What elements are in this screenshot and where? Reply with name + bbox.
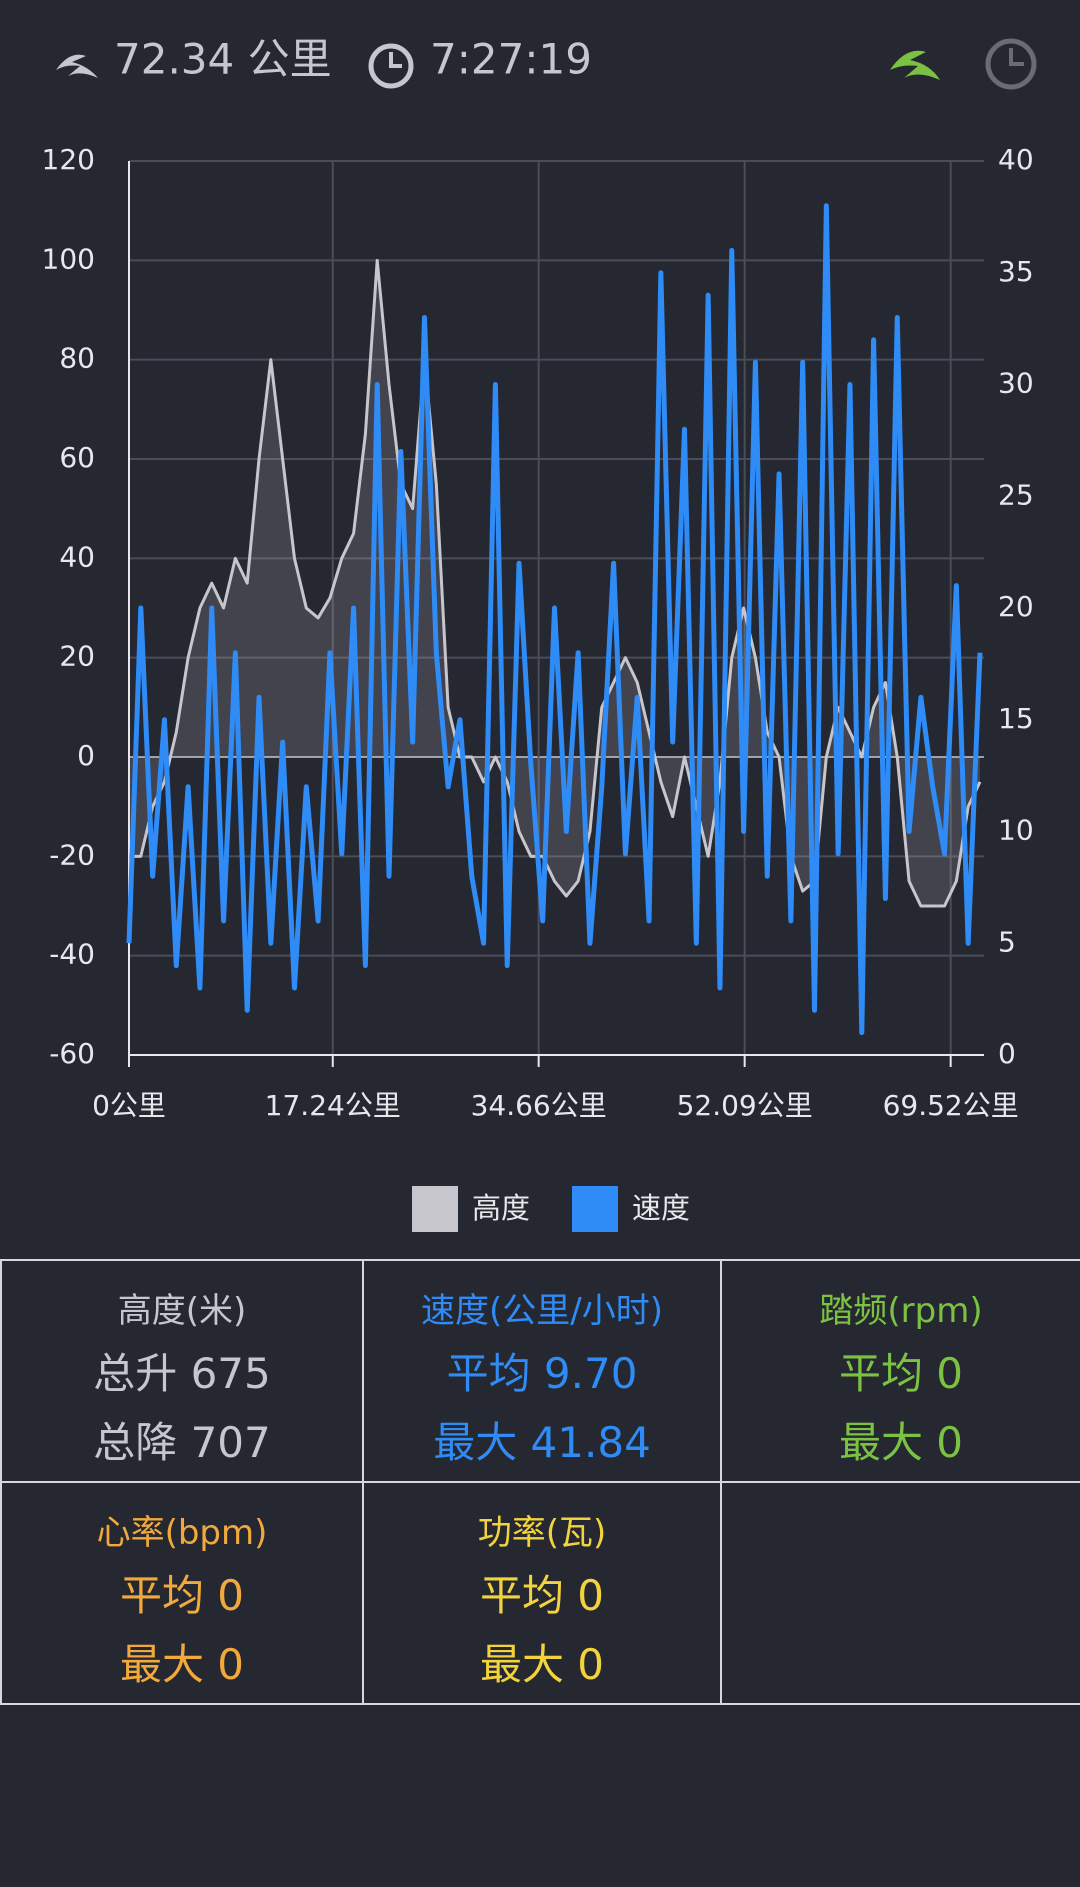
stat-cell: 心率(bpm) 平均 0 最大 0 bbox=[0, 1481, 364, 1705]
distance-icon bbox=[56, 54, 98, 78]
stat-cell: 速度(公里/小时) 平均 9.70 最大 41.84 bbox=[362, 1259, 722, 1483]
y-tick-label: 60 bbox=[59, 441, 95, 474]
legend-swatch bbox=[572, 1186, 618, 1232]
route-toggle[interactable] bbox=[890, 50, 940, 80]
stat-value: 最大 0 bbox=[838, 1418, 964, 1467]
stat-value: 最大 41.84 bbox=[433, 1418, 651, 1467]
time-icon-hands bbox=[389, 52, 402, 68]
distance: 72.34 公里 bbox=[114, 35, 332, 84]
y-tick-label: 120 bbox=[42, 143, 95, 176]
stat-value: 平均 0 bbox=[838, 1349, 964, 1398]
stat-value: 总升 675 bbox=[93, 1349, 271, 1398]
y-tick-label: -40 bbox=[49, 938, 95, 971]
altitude-area bbox=[129, 260, 980, 906]
stat-title: 心率(bpm) bbox=[96, 1513, 268, 1553]
x-tick-label: 52.09公里 bbox=[677, 1089, 813, 1122]
legend-label: 高度 bbox=[472, 1191, 530, 1225]
y2-tick-label: 20 bbox=[998, 590, 1034, 623]
stat-title: 高度(米) bbox=[117, 1291, 247, 1331]
x-tick-label: 17.24公里 bbox=[265, 1089, 401, 1122]
x-tick-label: 69.52公里 bbox=[883, 1089, 1019, 1122]
y2-tick-label: 35 bbox=[998, 255, 1034, 288]
legend-swatch bbox=[412, 1186, 458, 1232]
y-tick-label: -60 bbox=[49, 1037, 95, 1070]
y2-tick-label: 0 bbox=[998, 1037, 1016, 1070]
time-toggle[interactable] bbox=[985, 38, 1037, 90]
time-toggle-hands bbox=[1009, 48, 1024, 66]
stat-value: 平均 0 bbox=[479, 1571, 605, 1620]
stat-title: 功率(瓦) bbox=[477, 1513, 607, 1553]
x-tick-label: 0公里 bbox=[92, 1089, 166, 1122]
y-tick-label: 0 bbox=[77, 739, 95, 772]
stat-cell bbox=[720, 1481, 1080, 1705]
time-icon bbox=[368, 43, 414, 89]
y-tick-label: 40 bbox=[59, 540, 95, 573]
y-tick-label: 100 bbox=[42, 242, 95, 275]
stat-value: 最大 0 bbox=[479, 1640, 605, 1689]
stat-cell: 踏频(rpm) 平均 0 最大 0 bbox=[720, 1259, 1080, 1483]
duration: 7:27:19 bbox=[430, 35, 592, 84]
y2-tick-label: 10 bbox=[998, 814, 1034, 847]
chart: -60 -40 -20 0 20 40 60 80 100 120 0 5 10 15 20 25 30 35 40… bbox=[42, 143, 1034, 1232]
y2-tick-label: 25 bbox=[998, 478, 1034, 511]
x-tick-label: 34.66公里 bbox=[471, 1089, 607, 1122]
series-line bbox=[126, 203, 983, 1036]
y2-tick-label: 30 bbox=[998, 367, 1034, 400]
stats-table: 高度(米) 总升 675 总降 707 速度(公里/小时) 平均 9.70 最大 41.8… bbox=[0, 1259, 1080, 1705]
stat-value: 总降 707 bbox=[93, 1418, 271, 1467]
y-tick-label: -20 bbox=[49, 838, 95, 871]
y2-tick-label: 40 bbox=[998, 143, 1034, 176]
stat-title: 速度(公里/小时) bbox=[421, 1291, 663, 1331]
stat-value: 最大 0 bbox=[119, 1640, 245, 1689]
legend-label: 速度 bbox=[632, 1191, 690, 1225]
header: 72.34 公里 7:27:19 bbox=[56, 35, 1037, 90]
stat-value: 平均 0 bbox=[119, 1571, 245, 1620]
y-tick-label: 20 bbox=[59, 640, 95, 673]
y-tick-label: 80 bbox=[59, 342, 95, 375]
stat-cell: 功率(瓦) 平均 0 最大 0 bbox=[362, 1481, 722, 1705]
stat-title: 踏频(rpm) bbox=[819, 1291, 983, 1331]
y2-tick-label: 5 bbox=[998, 925, 1016, 958]
stat-value: 平均 9.70 bbox=[446, 1349, 638, 1398]
series-line bbox=[129, 258, 982, 908]
y2-tick-label: 15 bbox=[998, 702, 1034, 735]
stat-cell: 高度(米) 总升 675 总降 707 bbox=[0, 1259, 364, 1483]
